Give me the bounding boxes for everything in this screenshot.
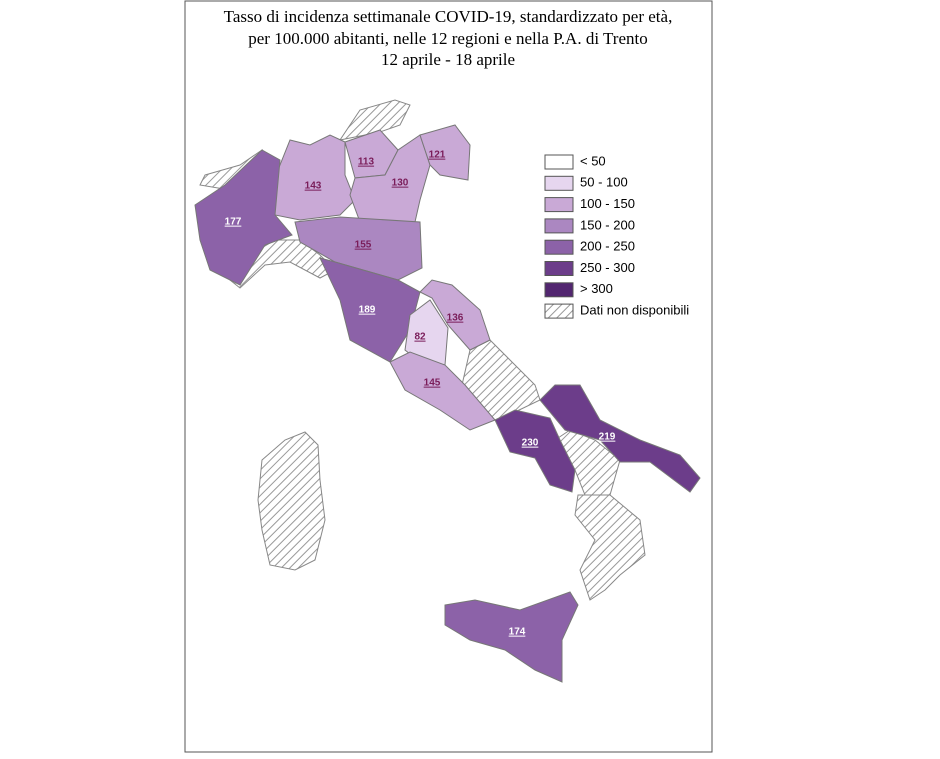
region bbox=[349, 134, 431, 223]
region-value: 230 bbox=[522, 438, 539, 449]
region-value: 121 bbox=[429, 150, 446, 161]
legend-swatch bbox=[544, 261, 574, 276]
title-line: 12 aprile - 18 aprile bbox=[381, 50, 515, 69]
legend-label: 200 - 250 bbox=[580, 239, 635, 254]
region-value: 219 bbox=[599, 432, 616, 443]
region-no-data bbox=[574, 494, 646, 601]
region bbox=[194, 149, 293, 286]
legend-label: 50 - 100 bbox=[580, 175, 628, 190]
region-value: 113 bbox=[358, 157, 375, 168]
legend-label: < 50 bbox=[580, 153, 606, 168]
region-no-data bbox=[257, 431, 326, 571]
title-line: Tasso di incidenza settimanale COVID-19,… bbox=[224, 7, 673, 26]
region bbox=[444, 591, 579, 683]
region bbox=[419, 279, 491, 351]
legend-label: > 300 bbox=[580, 281, 613, 296]
region-value: 189 bbox=[359, 305, 376, 316]
region-value: 143 bbox=[305, 181, 322, 192]
legend-swatch bbox=[544, 282, 574, 298]
region-value: 177 bbox=[225, 217, 242, 228]
title-line: per 100.000 abitanti, nelle 12 regioni e… bbox=[248, 29, 647, 48]
legend-label: 150 - 200 bbox=[580, 217, 635, 232]
region-value: 155 bbox=[355, 240, 372, 251]
region bbox=[494, 409, 576, 493]
legend-label: Dati non disponibili bbox=[580, 303, 689, 318]
legend-swatch bbox=[544, 197, 574, 213]
region bbox=[539, 384, 701, 493]
region bbox=[269, 134, 356, 221]
region-value: 130 bbox=[392, 178, 409, 189]
region-value: 136 bbox=[447, 313, 464, 324]
region bbox=[294, 216, 423, 281]
legend-swatch bbox=[544, 154, 574, 170]
region-value: 145 bbox=[424, 378, 441, 389]
legend-label: 100 - 150 bbox=[580, 196, 635, 211]
legend-swatch bbox=[544, 303, 574, 319]
legend-swatch bbox=[544, 218, 574, 234]
region-value: 82 bbox=[414, 332, 426, 343]
region-value: 174 bbox=[509, 627, 526, 638]
legend-label: 250 - 300 bbox=[580, 260, 635, 275]
region bbox=[419, 124, 471, 181]
legend-swatch bbox=[544, 239, 574, 255]
legend-swatch bbox=[544, 175, 574, 191]
